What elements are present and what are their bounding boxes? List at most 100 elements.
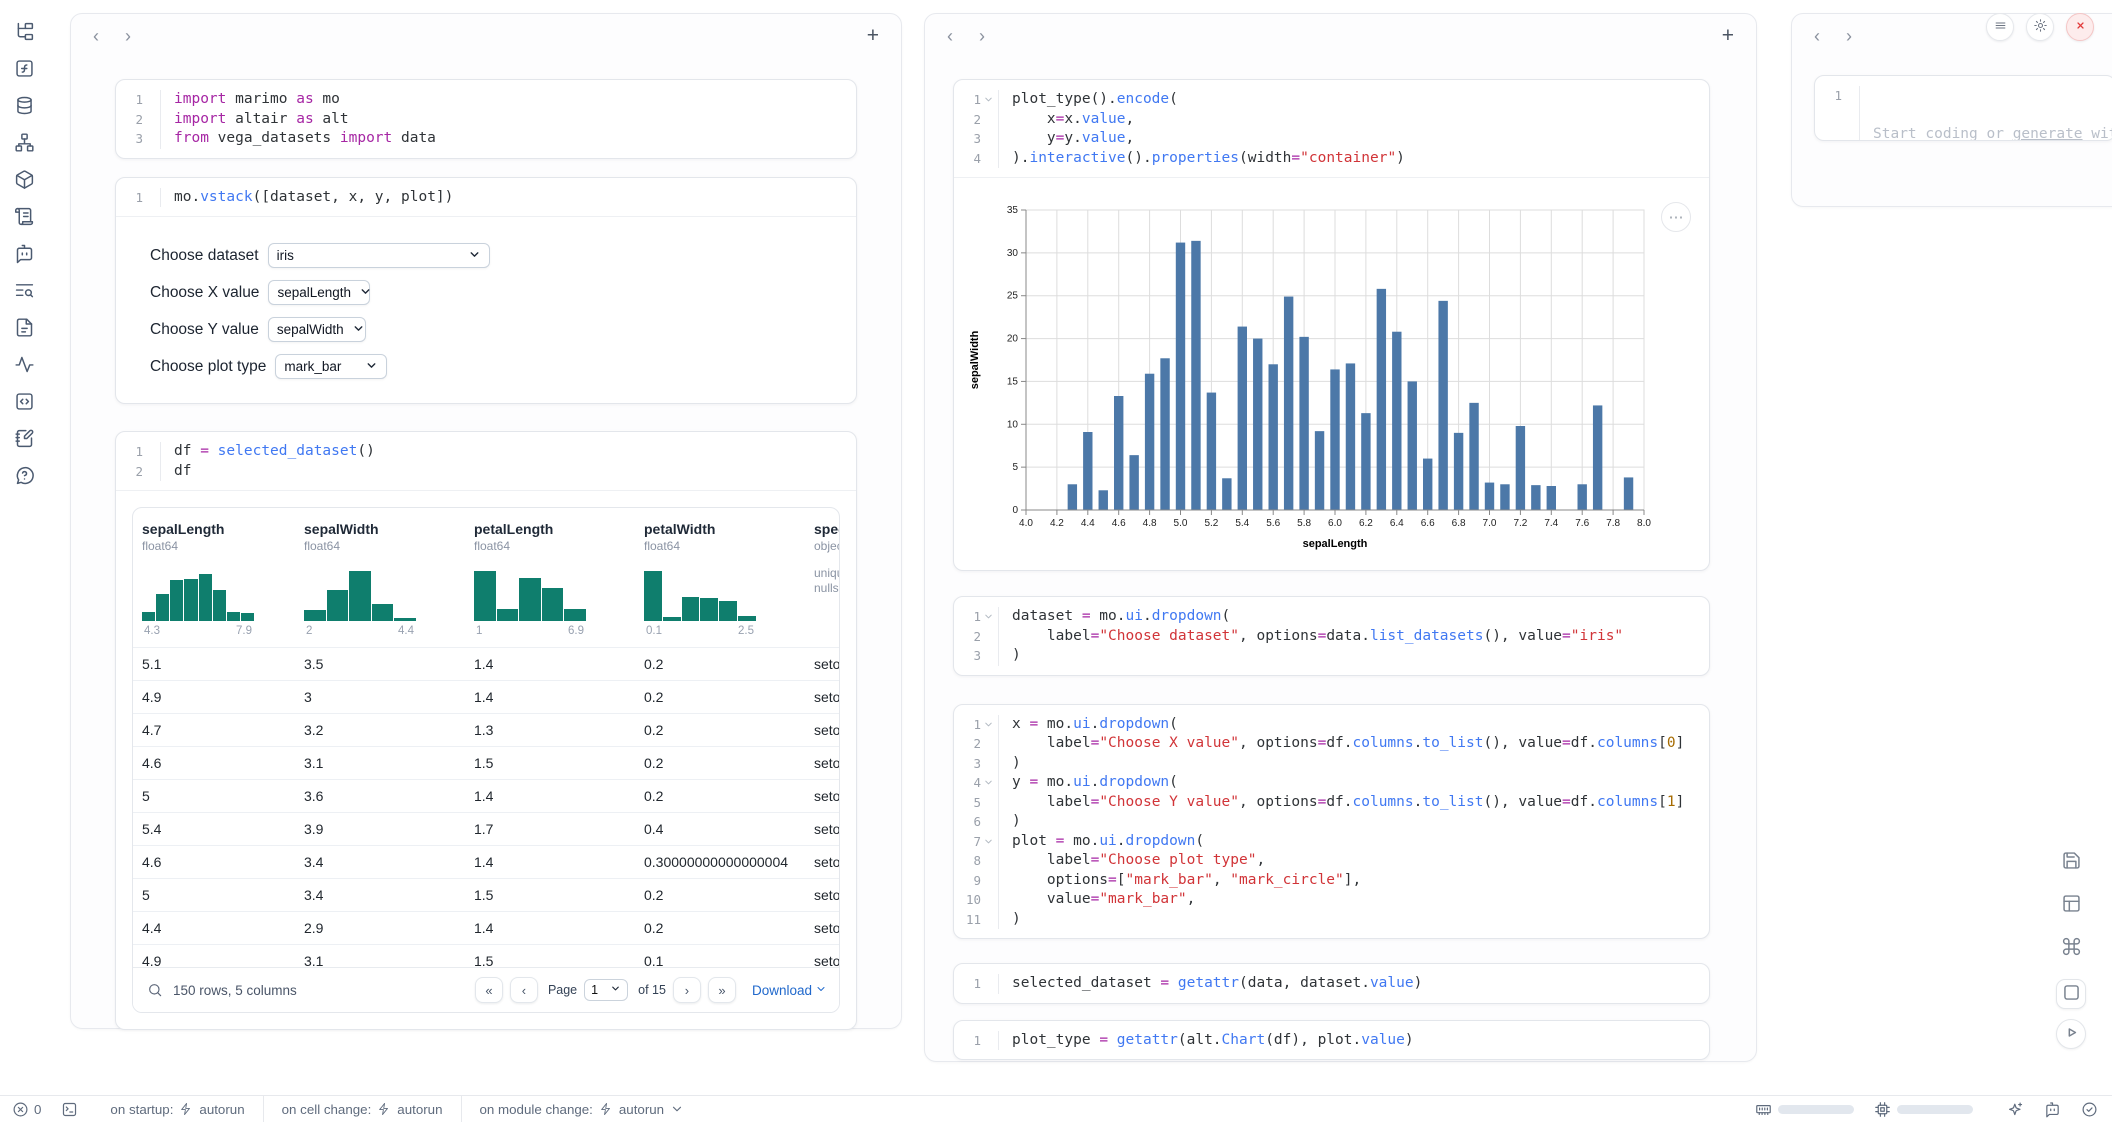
fold-icon[interactable] bbox=[983, 836, 994, 847]
code-editor[interactable]: 1plot_type = getattr(alt.Chart(df), plot… bbox=[954, 1021, 1709, 1060]
shutdown-button[interactable] bbox=[2066, 13, 2094, 41]
fold-icon[interactable] bbox=[983, 94, 994, 105]
code-line[interactable]: x=x.value, bbox=[1012, 110, 1709, 130]
sidebar-item-file-tree[interactable] bbox=[13, 22, 35, 44]
sidebar-item-chat-bot[interactable] bbox=[13, 244, 35, 266]
choose-y-value-select[interactable]: sepalWidth bbox=[268, 317, 366, 342]
code-line[interactable]: df bbox=[174, 462, 856, 482]
cell-dataset-dropdown[interactable]: 123dataset = mo.ui.dropdown( label="Choo… bbox=[953, 596, 1710, 676]
sidebar-item-scroll[interactable] bbox=[13, 207, 35, 229]
code-editor[interactable]: 1234plot_type().encode( x=x.value, y=y.v… bbox=[954, 80, 1709, 177]
code-line[interactable]: plot_type().encode( bbox=[1012, 90, 1709, 110]
console-button[interactable] bbox=[2056, 979, 2086, 1009]
first-page-button[interactable]: « bbox=[475, 977, 503, 1003]
code-line[interactable]: dataset = mo.ui.dropdown( bbox=[1012, 607, 1709, 627]
connection-status-button[interactable] bbox=[2075, 1101, 2098, 1118]
next-page-button[interactable]: › bbox=[673, 977, 701, 1003]
choose-dataset-select[interactable]: iris bbox=[268, 243, 490, 268]
table-column-header[interactable]: petalWidthfloat640.12.5 bbox=[644, 508, 814, 637]
run-all-button[interactable] bbox=[2056, 1019, 2086, 1049]
sidebar-item-activity[interactable] bbox=[13, 355, 35, 377]
code-line[interactable]: x = mo.ui.dropdown( bbox=[1012, 715, 1709, 735]
cell-selected-dataset[interactable]: 1selected_dataset = getattr(data, datase… bbox=[953, 963, 1710, 1004]
cell-scratch-empty[interactable]: 1 Start coding or generate with bbox=[1814, 75, 2112, 141]
column-prev-button[interactable]: ‹ bbox=[947, 27, 953, 45]
sepal-bar-chart[interactable]: 4.04.24.44.64.85.05.25.45.65.86.06.26.46… bbox=[962, 184, 1701, 568]
keyboard-shortcuts-button[interactable] bbox=[2059, 936, 2083, 960]
save-button[interactable] bbox=[2059, 850, 2083, 874]
fold-icon[interactable] bbox=[983, 777, 994, 788]
cell-imports[interactable]: 123import marimo as moimport altair as a… bbox=[115, 79, 857, 159]
table-column-header[interactable]: sepalWidthfloat6424.4 bbox=[304, 508, 474, 637]
code-line[interactable]: import marimo as mo bbox=[174, 90, 856, 110]
column-next-button[interactable]: › bbox=[1846, 27, 1852, 45]
ai-assist-button[interactable] bbox=[2001, 1101, 2024, 1118]
chat-button[interactable] bbox=[2038, 1101, 2061, 1118]
generate-link[interactable]: generate bbox=[2013, 126, 2083, 141]
cell-dataframe[interactable]: 12df = selected_dataset()df sepalLengthf… bbox=[115, 431, 857, 1030]
code-editor[interactable]: 123import marimo as moimport altair as a… bbox=[116, 80, 856, 158]
code-line[interactable]: options=["mark_bar", "mark_circle"], bbox=[1012, 871, 1709, 891]
fold-icon[interactable] bbox=[983, 611, 994, 622]
table-column-header[interactable]: petalLengthfloat6416.9 bbox=[474, 508, 644, 637]
download-button[interactable]: Download bbox=[752, 983, 827, 998]
code-line[interactable]: import altair as alt bbox=[174, 110, 856, 130]
code-line[interactable]: y=y.value, bbox=[1012, 129, 1709, 149]
code-line[interactable]: from vega_datasets import data bbox=[174, 129, 856, 149]
code-line[interactable]: df = selected_dataset() bbox=[174, 442, 856, 462]
column-prev-button[interactable]: ‹ bbox=[1814, 27, 1820, 45]
code-editor[interactable]: 1mo.vstack([dataset, x, y, plot]) bbox=[116, 178, 856, 217]
cell-vstack[interactable]: 1mo.vstack([dataset, x, y, plot]) Choose… bbox=[115, 177, 857, 405]
menu-button[interactable] bbox=[1986, 13, 2014, 41]
code-editor[interactable]: 12df = selected_dataset()df bbox=[116, 432, 856, 490]
sidebar-item-document[interactable] bbox=[13, 318, 35, 340]
runtime-config-on-startup[interactable]: on startup:autorun bbox=[92, 1096, 262, 1122]
cell-plot-type[interactable]: 1plot_type = getattr(alt.Chart(df), plot… bbox=[953, 1020, 1710, 1061]
column-prev-button[interactable]: ‹ bbox=[93, 27, 99, 45]
code-line[interactable]: ) bbox=[1012, 812, 1709, 832]
code-line[interactable]: label="Choose Y value", options=df.colum… bbox=[1012, 793, 1709, 813]
table-column-header[interactable]: sepalLengthfloat644.37.9 bbox=[142, 508, 304, 637]
code-editor-placeholder[interactable]: Start coding or generate with bbox=[1873, 125, 2112, 141]
runtime-config-on-cell-change[interactable]: on cell change:autorun bbox=[263, 1096, 461, 1122]
code-line[interactable]: ) bbox=[1012, 754, 1709, 774]
add-cell-button[interactable]: + bbox=[867, 24, 879, 48]
choose-plot-type-select[interactable]: mark_bar bbox=[275, 354, 387, 379]
sidebar-item-dependency-graph[interactable] bbox=[13, 133, 35, 155]
cell-xy-plot-dropdowns[interactable]: 1234567891011x = mo.ui.dropdown( label="… bbox=[953, 704, 1710, 940]
sidebar-item-database[interactable] bbox=[13, 96, 35, 118]
code-line[interactable]: mo.vstack([dataset, x, y, plot]) bbox=[174, 188, 856, 208]
last-page-button[interactable]: » bbox=[708, 977, 736, 1003]
code-line[interactable]: selected_dataset = getattr(data, dataset… bbox=[1012, 974, 1709, 994]
runtime-config-on-module-change[interactable]: on module change:autorun bbox=[461, 1096, 703, 1122]
prev-page-button[interactable]: ‹ bbox=[510, 977, 538, 1003]
sidebar-item-scratchpad[interactable] bbox=[13, 429, 35, 451]
table-column-header[interactable]: speciesobjectunique:nulls: bbox=[814, 508, 840, 637]
fold-icon[interactable] bbox=[983, 719, 994, 730]
code-line[interactable]: label="Choose plot type", bbox=[1012, 851, 1709, 871]
sidebar-item-function-square[interactable] bbox=[13, 59, 35, 81]
errors-badge[interactable]: 0 bbox=[12, 1101, 41, 1118]
code-editor[interactable]: 1234567891011x = mo.ui.dropdown( label="… bbox=[954, 705, 1709, 939]
layout-toggle-button[interactable] bbox=[2059, 893, 2083, 917]
cell-plot[interactable]: 1234plot_type().encode( x=x.value, y=y.v… bbox=[953, 79, 1710, 571]
code-line[interactable]: plot = mo.ui.dropdown( bbox=[1012, 832, 1709, 852]
code-editor[interactable]: 1selected_dataset = getattr(data, datase… bbox=[954, 964, 1709, 1003]
code-line[interactable]: label="Choose dataset", options=data.lis… bbox=[1012, 627, 1709, 647]
sidebar-item-package[interactable] bbox=[13, 170, 35, 192]
code-line[interactable]: value="mark_bar", bbox=[1012, 890, 1709, 910]
code-line[interactable]: ) bbox=[1012, 910, 1709, 930]
choose-x-value-select[interactable]: sepalLength bbox=[268, 280, 370, 305]
sidebar-item-list-search[interactable] bbox=[13, 281, 35, 303]
code-line[interactable]: y = mo.ui.dropdown( bbox=[1012, 773, 1709, 793]
code-editor[interactable]: 123dataset = mo.ui.dropdown( label="Choo… bbox=[954, 597, 1709, 675]
sidebar-item-help[interactable] bbox=[13, 466, 35, 488]
page-select[interactable]: 1 bbox=[584, 979, 628, 1001]
terminal-button[interactable] bbox=[61, 1101, 78, 1118]
sidebar-item-code-snippet[interactable] bbox=[13, 392, 35, 414]
code-line[interactable]: ).interactive().properties(width="contai… bbox=[1012, 149, 1709, 169]
table-search-button[interactable] bbox=[147, 982, 163, 998]
chart-menu-button[interactable]: ⋯ bbox=[1661, 202, 1691, 232]
code-line[interactable]: plot_type = getattr(alt.Chart(df), plot.… bbox=[1012, 1031, 1709, 1051]
add-cell-button[interactable]: + bbox=[1722, 24, 1734, 48]
